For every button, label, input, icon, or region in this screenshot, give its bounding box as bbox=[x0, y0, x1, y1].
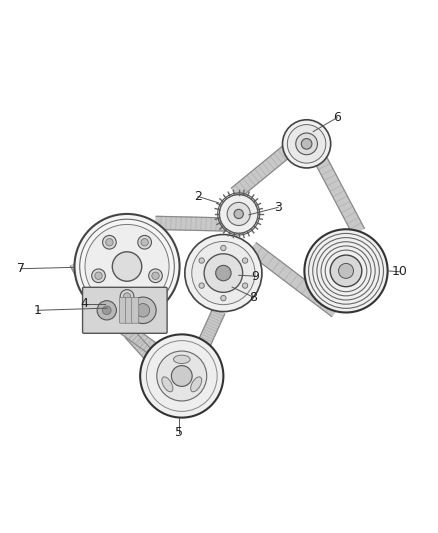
Circle shape bbox=[157, 351, 207, 401]
Circle shape bbox=[308, 233, 384, 308]
Circle shape bbox=[112, 252, 142, 281]
Circle shape bbox=[148, 269, 162, 282]
FancyBboxPatch shape bbox=[120, 297, 127, 323]
FancyBboxPatch shape bbox=[82, 287, 167, 333]
Circle shape bbox=[140, 334, 223, 418]
Circle shape bbox=[80, 219, 174, 314]
Circle shape bbox=[130, 297, 156, 324]
Circle shape bbox=[152, 272, 159, 279]
Circle shape bbox=[136, 304, 150, 317]
Circle shape bbox=[242, 283, 248, 288]
Ellipse shape bbox=[173, 355, 190, 364]
Circle shape bbox=[171, 366, 192, 386]
Text: 6: 6 bbox=[333, 111, 341, 124]
Circle shape bbox=[102, 236, 116, 249]
Circle shape bbox=[97, 301, 117, 320]
Polygon shape bbox=[197, 309, 225, 350]
Polygon shape bbox=[71, 261, 110, 320]
FancyBboxPatch shape bbox=[126, 297, 133, 323]
Text: 7: 7 bbox=[17, 262, 25, 275]
Circle shape bbox=[106, 239, 113, 246]
Text: 10: 10 bbox=[392, 265, 407, 278]
Circle shape bbox=[95, 272, 102, 279]
Circle shape bbox=[74, 214, 180, 319]
Polygon shape bbox=[102, 310, 163, 358]
Circle shape bbox=[146, 341, 217, 411]
Circle shape bbox=[215, 265, 231, 281]
Circle shape bbox=[283, 120, 331, 168]
Polygon shape bbox=[125, 330, 157, 363]
Polygon shape bbox=[84, 281, 137, 296]
Circle shape bbox=[325, 250, 367, 292]
Circle shape bbox=[313, 238, 379, 304]
Text: 3: 3 bbox=[274, 201, 282, 214]
Ellipse shape bbox=[191, 377, 201, 392]
Circle shape bbox=[192, 241, 255, 305]
Circle shape bbox=[141, 239, 148, 246]
Circle shape bbox=[204, 254, 243, 292]
Circle shape bbox=[339, 263, 353, 278]
Text: 8: 8 bbox=[249, 290, 257, 304]
Circle shape bbox=[199, 283, 205, 288]
Circle shape bbox=[301, 139, 312, 149]
Polygon shape bbox=[248, 243, 339, 317]
Text: 4: 4 bbox=[80, 297, 88, 310]
Circle shape bbox=[219, 195, 258, 233]
Polygon shape bbox=[156, 216, 226, 231]
Text: 1: 1 bbox=[33, 304, 41, 317]
Polygon shape bbox=[313, 153, 364, 235]
Circle shape bbox=[185, 235, 262, 312]
Circle shape bbox=[227, 203, 250, 225]
Circle shape bbox=[102, 306, 111, 314]
Circle shape bbox=[304, 229, 388, 312]
Ellipse shape bbox=[162, 377, 173, 392]
Circle shape bbox=[199, 258, 205, 263]
Text: 9: 9 bbox=[251, 270, 259, 282]
Polygon shape bbox=[231, 143, 294, 198]
Circle shape bbox=[330, 255, 362, 287]
Circle shape bbox=[138, 236, 152, 249]
Circle shape bbox=[296, 133, 318, 155]
Text: 5: 5 bbox=[175, 426, 183, 439]
Circle shape bbox=[221, 295, 226, 301]
Circle shape bbox=[234, 209, 244, 219]
Circle shape bbox=[85, 224, 169, 309]
Circle shape bbox=[120, 289, 134, 303]
Circle shape bbox=[317, 242, 375, 300]
Circle shape bbox=[124, 293, 131, 300]
Circle shape bbox=[321, 246, 371, 296]
Circle shape bbox=[287, 125, 326, 163]
Circle shape bbox=[92, 269, 106, 282]
Circle shape bbox=[221, 245, 226, 251]
FancyBboxPatch shape bbox=[132, 297, 139, 323]
Circle shape bbox=[242, 258, 248, 263]
Text: 2: 2 bbox=[194, 190, 202, 203]
